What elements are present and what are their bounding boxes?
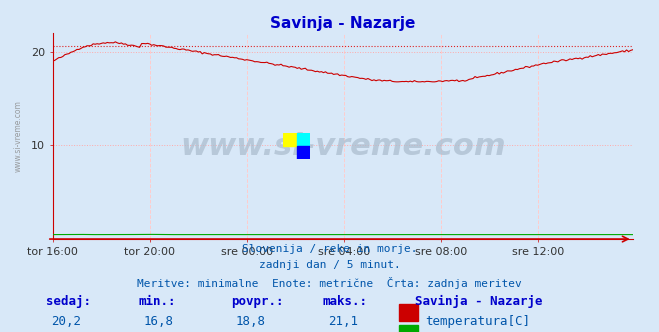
- Bar: [283, 133, 297, 146]
- Text: maks.:: maks.:: [323, 295, 368, 308]
- Bar: [297, 133, 310, 146]
- Text: 21,1: 21,1: [328, 315, 358, 328]
- Text: www.si-vreme.com: www.si-vreme.com: [180, 132, 505, 161]
- Title: Savinja - Nazarje: Savinja - Nazarje: [270, 16, 415, 31]
- Text: Savinja - Nazarje: Savinja - Nazarje: [415, 295, 542, 308]
- Bar: [399, 325, 418, 332]
- Text: zadnji dan / 5 minut.: zadnji dan / 5 minut.: [258, 260, 401, 271]
- Text: min.:: min.:: [138, 295, 176, 308]
- Text: Meritve: minimalne  Enote: metrične  Črta: zadnja meritev: Meritve: minimalne Enote: metrične Črta:…: [137, 277, 522, 289]
- Text: sedaj:: sedaj:: [46, 295, 91, 308]
- Bar: [297, 146, 310, 159]
- Text: temperatura[C]: temperatura[C]: [425, 315, 530, 328]
- Text: 20,2: 20,2: [51, 315, 81, 328]
- Text: Slovenija / reke in morje.: Slovenija / reke in morje.: [242, 244, 417, 254]
- Text: 18,8: 18,8: [235, 315, 266, 328]
- Bar: [399, 304, 418, 321]
- Text: povpr.:: povpr.:: [231, 295, 283, 308]
- Text: www.si-vreme.com: www.si-vreme.com: [13, 100, 22, 172]
- Text: 16,8: 16,8: [143, 315, 173, 328]
